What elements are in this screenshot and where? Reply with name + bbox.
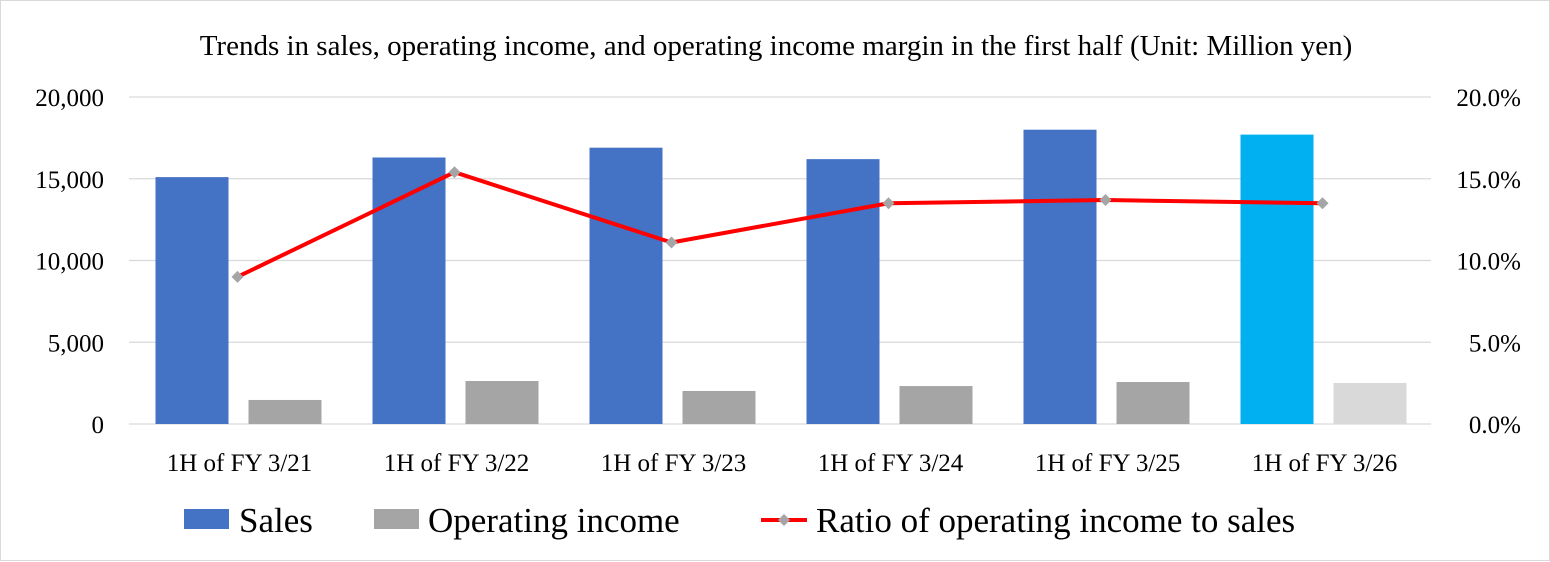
x-tick-label: 1H of FY 3/25 xyxy=(1035,450,1181,477)
left-tick-label: 20,000 xyxy=(35,85,104,112)
ratio-marker xyxy=(231,270,244,283)
legend-swatch-sales xyxy=(184,509,229,529)
right-tick-label: 5.0% xyxy=(1469,330,1521,357)
left-tick-label: 5,000 xyxy=(48,330,104,357)
right-tick-label: 20.0% xyxy=(1456,85,1521,112)
sales-bar xyxy=(1023,129,1097,424)
legend-label-sales: Sales xyxy=(239,501,313,540)
x-tick-label: 1H of FY 3/26 xyxy=(1252,450,1398,477)
sales-bar xyxy=(806,159,880,424)
ratio-marker xyxy=(1316,197,1329,210)
chart-title: Trends in sales, operating income, and o… xyxy=(200,30,1353,62)
legend-swatch-operating-income xyxy=(374,509,419,529)
legend-label-operating-income: Operating income xyxy=(428,501,680,540)
legend-label-ratio: Ratio of operating income to sales xyxy=(816,501,1295,540)
operating-income-bar xyxy=(248,399,322,424)
right-tick-label: 0.0% xyxy=(1469,412,1521,439)
ratio-marker xyxy=(665,236,678,249)
left-tick-label: 10,000 xyxy=(35,249,104,276)
right-tick-label: 10.0% xyxy=(1456,249,1521,276)
sales-bar xyxy=(589,147,663,424)
operating-income-bar xyxy=(1333,382,1407,424)
x-tick-label: 1H of FY 3/22 xyxy=(384,450,530,477)
right-tick-label: 15.0% xyxy=(1456,167,1521,194)
legend-swatch-ratio-marker xyxy=(778,514,790,526)
operating-income-bar xyxy=(682,390,756,424)
sales-bar xyxy=(155,177,229,424)
operating-income-bar xyxy=(1116,381,1190,424)
x-tick-label: 1H of FY 3/24 xyxy=(818,450,964,477)
x-tick-label: 1H of FY 3/23 xyxy=(601,450,747,477)
ratio-marker xyxy=(448,166,461,179)
operating-income-bar xyxy=(465,380,539,424)
sales-bar xyxy=(1240,134,1314,425)
operating-income-bar xyxy=(899,386,973,424)
ratio-line xyxy=(236,170,1323,279)
left-tick-label: 0 xyxy=(92,412,105,439)
left-tick-label: 15,000 xyxy=(35,167,104,194)
ratio-marker xyxy=(1099,194,1112,207)
ratio-marker xyxy=(882,197,895,210)
sales-bar xyxy=(372,157,446,424)
x-tick-label: 1H of FY 3/21 xyxy=(167,450,313,477)
